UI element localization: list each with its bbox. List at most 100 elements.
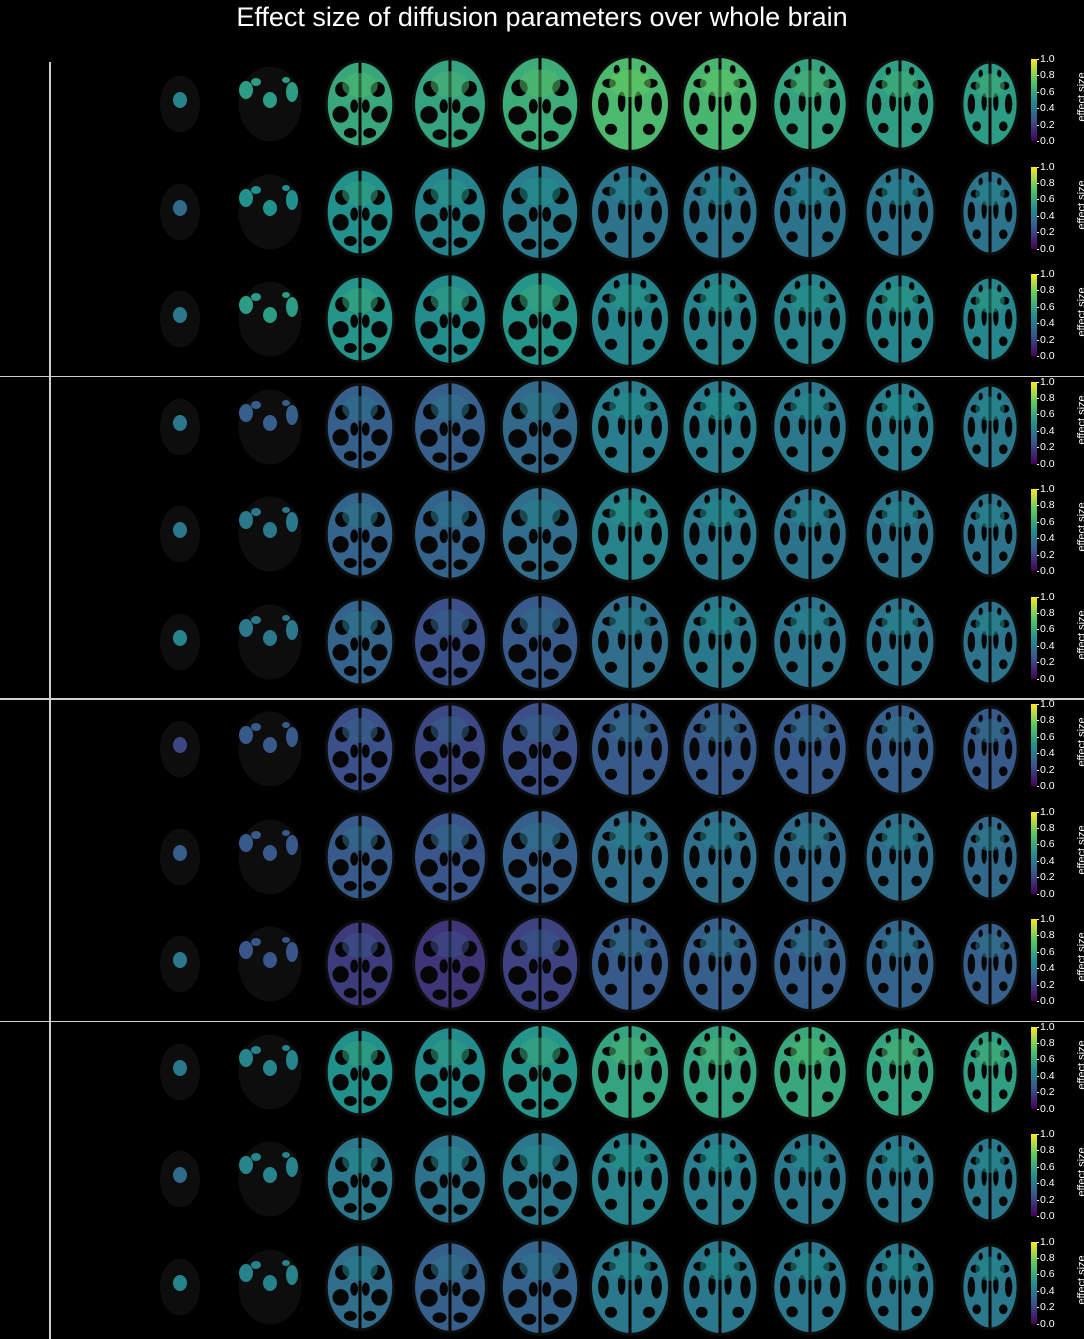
colorbar-tick-label: 0.8 [1040,499,1055,512]
brain-slice [324,59,396,149]
colorbar: 1.0 0.8 0.6 0.4 0.2 0.0 effect size [1031,376,1084,472]
colorbar-tick-mark [1037,720,1039,722]
colorbar-tick-label: 0.4 [1040,747,1055,760]
group-separator [0,698,1084,700]
brain-slice [589,270,671,368]
brain-slice [863,809,937,904]
brain-slice [960,920,1020,1008]
colorbar-tick-mark [1037,199,1039,201]
colorbar-tick-label: 0.6 [1040,300,1055,313]
colorbar-tick-mark [1037,505,1039,507]
colorbar-tick-mark [1037,935,1039,937]
colorbar-tick-label: 0.6 [1040,1160,1055,1173]
colorbar-tick-label: 0.2 [1040,118,1055,131]
colorbar-tick-label: 0.2 [1040,548,1055,561]
brain-slice [680,377,760,476]
brain-slice [589,377,671,476]
colorbar-tick-label: 0.8 [1040,176,1055,189]
colorbar-tick-label: 1.0 [1040,698,1055,710]
colorbar-tick-label: 0.6 [1040,193,1055,206]
colorbar-tick-mark [1037,1150,1039,1152]
brain-slice [589,700,671,798]
colorbar-tick-mark [1037,736,1039,738]
colorbar-tick-mark [1037,381,1039,383]
brain-slice [863,57,937,151]
brain-slice [589,915,671,1013]
colorbar-tick-label: 1.0 [1040,160,1055,173]
colorbar-tick-label: 0.4 [1040,532,1055,545]
colorbar-tick-mark [1037,91,1039,93]
colorbar-label: effect size [1076,394,1084,445]
colorbar-tick-mark [1037,612,1039,614]
brain-slice [159,1258,201,1315]
brain-slice [589,1237,671,1336]
brain-slice [680,700,760,798]
brain-slice [680,55,760,153]
brain-slice [324,597,396,686]
brain-slice [771,485,849,583]
colorbar-tick-label: 0.4 [1040,854,1055,867]
brain-slice [960,383,1020,470]
brain-slice [238,174,302,249]
colorbar-tick-label: 0.4 [1040,317,1055,330]
brain-slice [159,183,201,240]
brain-slice [771,915,849,1013]
colorbar: 1.0 0.8 0.6 0.4 0.2 0.0 effect size [1031,1236,1084,1332]
slice-row [140,1130,1035,1230]
colorbar-tick-mark [1037,430,1039,432]
brain-slice [589,485,671,583]
brain-slice [159,720,201,778]
colorbar-tick-label: 0.8 [1040,1036,1055,1049]
colorbar-tick-label: 0.2 [1040,871,1055,884]
colorbar-tick-label: 0.4 [1040,962,1055,975]
colorbar: 1.0 0.8 0.6 0.4 0.2 0.0 effect size [1031,161,1084,257]
colorbar-tick-label: 1.0 [1040,1020,1055,1033]
brain-slice [412,379,488,474]
colorbar-tick-mark [1037,919,1039,920]
brain-slice [238,1141,302,1217]
brain-slice [412,1024,488,1119]
figure-title: Effect size of diffusion parameters over… [236,2,848,32]
brain-slice [499,162,581,261]
brain-slice [159,613,201,670]
colorbar-tick-label: 0.2 [1040,1086,1055,1099]
colorbar-tick-label: 0.4 [1040,1069,1055,1082]
slice-row [140,915,1035,1015]
colorbar-tick-mark [1037,554,1039,556]
colorbar-gradient [1031,59,1037,141]
colorbar-tick-label: 0.2 [1040,333,1055,346]
colorbar-tick-label: 1.0 [1040,913,1055,925]
colorbar-tick-mark [1037,75,1039,77]
brain-slice [771,1238,849,1335]
brain-slice [324,489,396,579]
brain-slice [863,1239,937,1334]
brain-slice [238,496,302,572]
colorbar-tick-mark [1037,1307,1039,1309]
colorbar-tick-mark [1037,124,1039,126]
colorbar-tick-mark [1037,59,1039,60]
colorbar-label: effect size [1076,609,1084,660]
colorbar-tick-label: 0.4 [1040,1284,1055,1297]
brain-slice [680,592,760,691]
brain-slice [324,704,396,794]
colorbar-tick-label: 0.0 [1040,457,1055,470]
brain-slice [499,377,581,476]
colorbar-tick-mark [1037,397,1039,399]
colorbar-label: effect size [1076,717,1084,767]
colorbar-gradient [1031,811,1037,894]
colorbar-tick-mark [1037,893,1039,895]
colorbar-label: effect size [1076,1039,1084,1090]
colorbar-tick-label: 0.8 [1040,606,1055,619]
brain-slice [238,281,302,357]
colorbar-tick-label: 1.0 [1040,268,1055,280]
brain-slice [863,487,937,581]
brain-slice [159,1043,201,1100]
brain-slice [159,398,201,455]
colorbar: 1.0 0.8 0.6 0.4 0.2 0.0 effect size [1031,806,1084,902]
colorbar-tick-label: 0.8 [1040,714,1055,727]
brain-slice [324,1134,396,1224]
brain-slice [863,1132,937,1226]
brain-slice [159,75,201,133]
colorbar-tick-mark [1037,984,1039,986]
colorbar-tick-label: 0.2 [1040,226,1055,239]
